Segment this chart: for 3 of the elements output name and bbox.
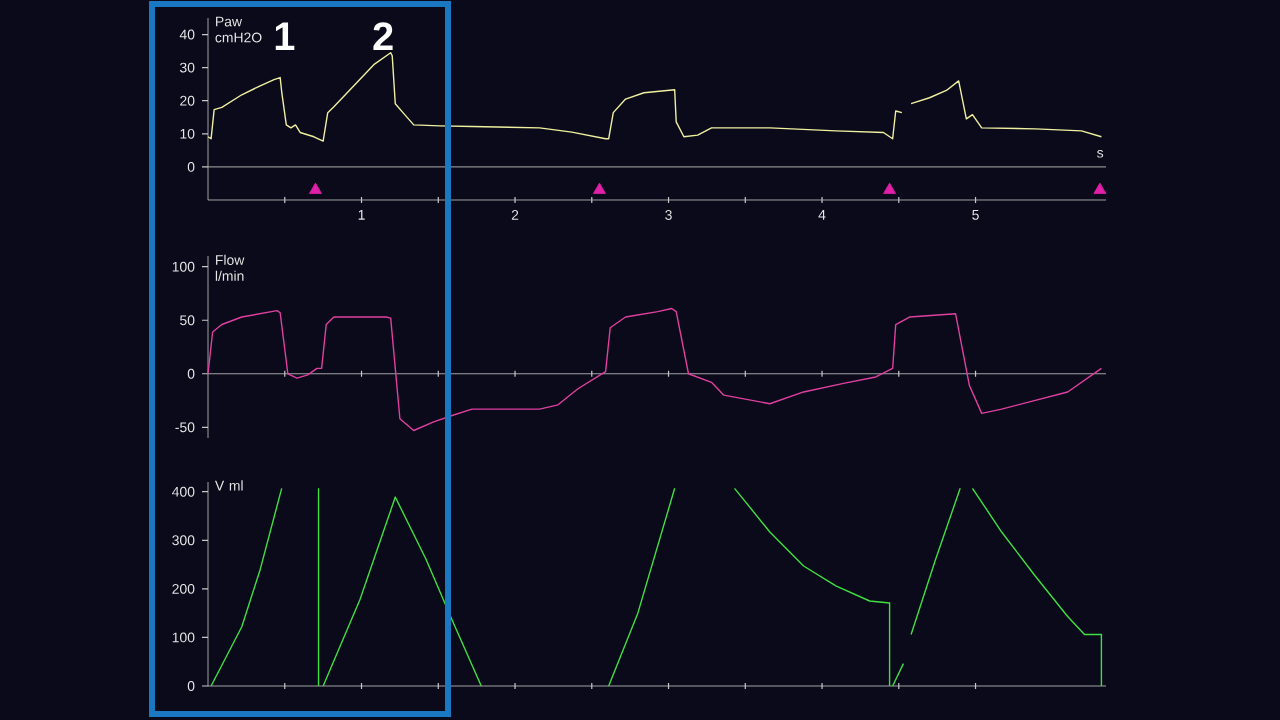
annotation: 1	[275, 22, 295, 50]
line-series	[207, 307, 1103, 432]
annotation: 2	[373, 22, 393, 51]
